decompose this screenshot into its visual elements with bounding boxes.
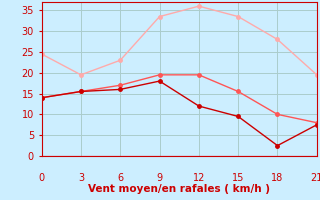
X-axis label: Vent moyen/en rafales ( km/h ): Vent moyen/en rafales ( km/h ) [88,184,270,194]
